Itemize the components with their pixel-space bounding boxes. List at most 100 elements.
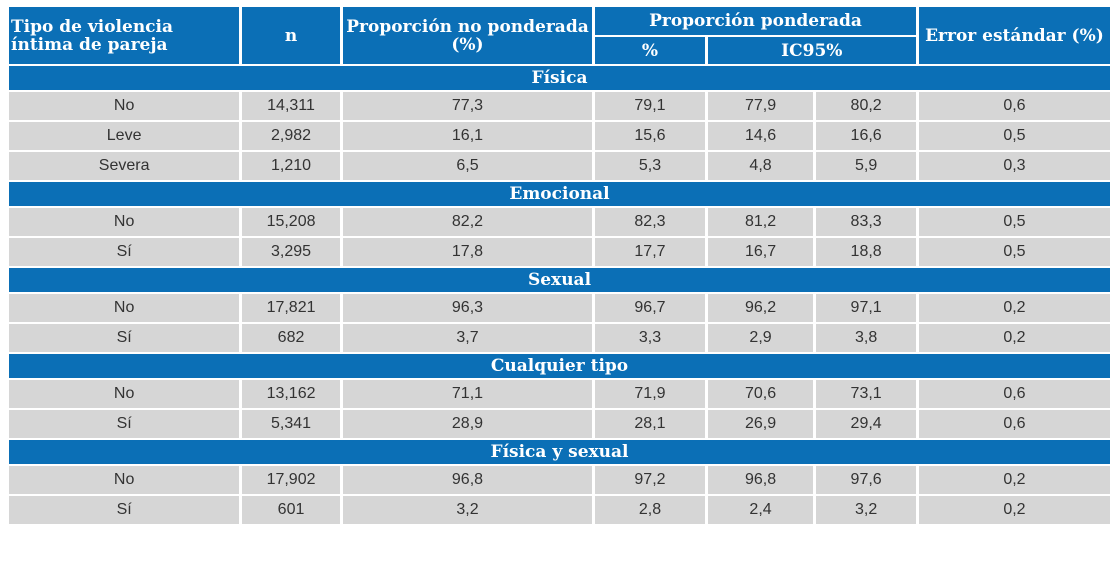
cell-ic-high: 16,6 [816, 122, 916, 150]
cell-ic-low: 2,9 [707, 324, 814, 352]
cell-n: 17,902 [242, 466, 340, 494]
cell-ic-high: 97,6 [816, 466, 916, 494]
cell-ic-low: 16,7 [707, 238, 814, 266]
table-row: No 15,208 82,2 82,3 81,2 83,3 0,5 [9, 208, 1110, 236]
row-label: No [9, 466, 240, 494]
cell-ic-high: 97,1 [816, 294, 916, 322]
cell-pct: 97,2 [595, 466, 705, 494]
cell-ic-low: 26,9 [707, 410, 814, 438]
row-label: No [9, 208, 240, 236]
cell-n: 17,821 [242, 294, 340, 322]
table-row: No 14,311 77,3 79,1 77,9 80,2 0,6 [9, 92, 1110, 120]
table-row: No 13,162 71,1 71,9 70,6 73,1 0,6 [9, 380, 1110, 408]
cell-no-ponderada: 71,1 [342, 380, 593, 408]
section-title: Cualquier tipo [9, 354, 1110, 378]
cell-error: 0,2 [918, 324, 1110, 352]
cell-pct: 82,3 [595, 208, 705, 236]
row-label: Sí [9, 238, 240, 266]
violence-table: Tipo de violencia íntima de pareja n Pro… [6, 5, 1113, 526]
row-label: Severa [9, 152, 240, 180]
table-row: Sí 3,295 17,8 17,7 16,7 18,8 0,5 [9, 238, 1110, 266]
header-ponderada: Proporción ponderada [595, 7, 916, 35]
cell-n: 5,341 [242, 410, 340, 438]
cell-ic-high: 73,1 [816, 380, 916, 408]
cell-n: 1,210 [242, 152, 340, 180]
cell-pct: 2,8 [595, 496, 705, 524]
cell-error: 0,5 [918, 208, 1110, 236]
row-label: Sí [9, 324, 240, 352]
section-row: Física y sexual [9, 440, 1110, 464]
cell-no-ponderada: 3,2 [342, 496, 593, 524]
cell-no-ponderada: 16,1 [342, 122, 593, 150]
cell-pct: 71,9 [595, 380, 705, 408]
row-label: No [9, 92, 240, 120]
cell-pct: 79,1 [595, 92, 705, 120]
header-tipo: Tipo de violencia íntima de pareja [9, 7, 240, 64]
cell-error: 0,5 [918, 122, 1110, 150]
cell-pct: 3,3 [595, 324, 705, 352]
table-row: No 17,902 96,8 97,2 96,8 97,6 0,2 [9, 466, 1110, 494]
cell-error: 0,6 [918, 92, 1110, 120]
cell-pct: 17,7 [595, 238, 705, 266]
cell-n: 682 [242, 324, 340, 352]
cell-ic-high: 3,8 [816, 324, 916, 352]
cell-ic-low: 14,6 [707, 122, 814, 150]
cell-pct: 5,3 [595, 152, 705, 180]
section-row: Cualquier tipo [9, 354, 1110, 378]
section-row: Sexual [9, 268, 1110, 292]
section-row: Física [9, 66, 1110, 90]
cell-n: 601 [242, 496, 340, 524]
row-label: No [9, 294, 240, 322]
cell-ic-low: 2,4 [707, 496, 814, 524]
row-label: Sí [9, 496, 240, 524]
cell-no-ponderada: 82,2 [342, 208, 593, 236]
row-label: No [9, 380, 240, 408]
cell-pct: 96,7 [595, 294, 705, 322]
table-row: Sí 682 3,7 3,3 2,9 3,8 0,2 [9, 324, 1110, 352]
cell-no-ponderada: 3,7 [342, 324, 593, 352]
table-body: Física No 14,311 77,3 79,1 77,9 80,2 0,6 Leve 2,9… [9, 66, 1110, 524]
cell-error: 0,6 [918, 410, 1110, 438]
cell-no-ponderada: 6,5 [342, 152, 593, 180]
cell-error: 0,2 [918, 496, 1110, 524]
cell-ic-low: 81,2 [707, 208, 814, 236]
cell-error: 0,6 [918, 380, 1110, 408]
cell-ic-high: 83,3 [816, 208, 916, 236]
cell-ic-high: 80,2 [816, 92, 916, 120]
cell-error: 0,2 [918, 466, 1110, 494]
cell-n: 13,162 [242, 380, 340, 408]
header-n: n [242, 7, 340, 64]
cell-error: 0,5 [918, 238, 1110, 266]
cell-n: 14,311 [242, 92, 340, 120]
cell-ic-low: 70,6 [707, 380, 814, 408]
section-title: Emocional [9, 182, 1110, 206]
section-title: Física [9, 66, 1110, 90]
table-row: Sí 5,341 28,9 28,1 26,9 29,4 0,6 [9, 410, 1110, 438]
cell-no-ponderada: 96,8 [342, 466, 593, 494]
header-no-ponderada: Proporción no ponderada (%) [342, 7, 593, 64]
section-title: Sexual [9, 268, 1110, 292]
cell-no-ponderada: 77,3 [342, 92, 593, 120]
cell-ic-low: 4,8 [707, 152, 814, 180]
cell-ic-high: 5,9 [816, 152, 916, 180]
cell-n: 15,208 [242, 208, 340, 236]
cell-ic-high: 3,2 [816, 496, 916, 524]
cell-no-ponderada: 96,3 [342, 294, 593, 322]
cell-n: 2,982 [242, 122, 340, 150]
row-label: Sí [9, 410, 240, 438]
cell-n: 3,295 [242, 238, 340, 266]
table-row: No 17,821 96,3 96,7 96,2 97,1 0,2 [9, 294, 1110, 322]
cell-ic-high: 29,4 [816, 410, 916, 438]
cell-ic-high: 18,8 [816, 238, 916, 266]
table-row: Severa 1,210 6,5 5,3 4,8 5,9 0,3 [9, 152, 1110, 180]
cell-no-ponderada: 28,9 [342, 410, 593, 438]
cell-no-ponderada: 17,8 [342, 238, 593, 266]
header-ic95: IC95% [707, 37, 916, 64]
cell-error: 0,3 [918, 152, 1110, 180]
table-row: Leve 2,982 16,1 15,6 14,6 16,6 0,5 [9, 122, 1110, 150]
cell-ic-low: 96,2 [707, 294, 814, 322]
cell-error: 0,2 [918, 294, 1110, 322]
section-row: Emocional [9, 182, 1110, 206]
cell-ic-low: 96,8 [707, 466, 814, 494]
cell-ic-low: 77,9 [707, 92, 814, 120]
